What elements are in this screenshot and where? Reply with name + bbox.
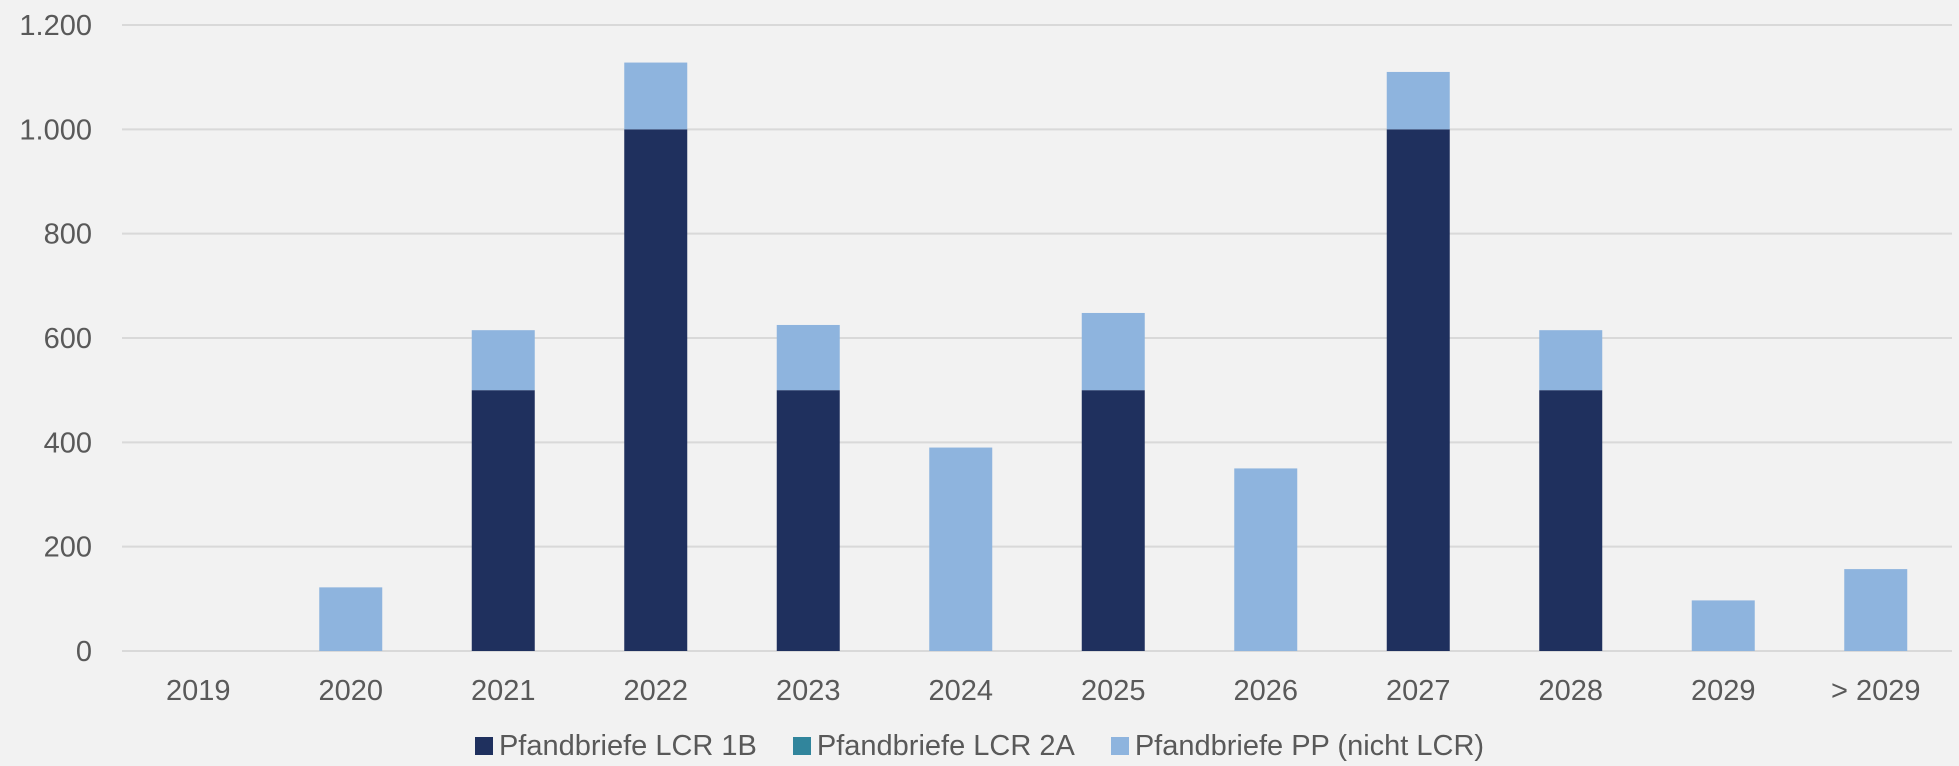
legend-swatch-lcr-2a: [792, 737, 811, 755]
legend-swatch-pp: [1110, 737, 1129, 755]
bar-segment: [1386, 129, 1450, 652]
x-tick-label: 2027: [1386, 675, 1451, 707]
x-tick-label: 2021: [471, 675, 536, 707]
y-tick-label: 0: [76, 636, 92, 668]
y-tick-label: 1.200: [19, 10, 92, 42]
legend-item-lcr-1b: Pfandbriefe LCR 1B: [474, 729, 757, 763]
x-tick-label: 2022: [623, 675, 688, 707]
bar-segment: [1844, 569, 1908, 651]
stacked-bar-chart: 0 200 400 600 800 1.000 1.200 2019 2020 2021 2022 2…: [19, 10, 1952, 707]
x-tick-label: 2026: [1233, 675, 1298, 707]
legend-item-pp: Pfandbriefe PP (nicht LCR): [1110, 729, 1485, 763]
x-tick-label: 2025: [1081, 675, 1146, 707]
y-tick-label: 800: [44, 219, 92, 251]
legend-label-lcr-2a: Pfandbriefe LCR 2A: [816, 729, 1075, 762]
bar-segment: [624, 62, 688, 130]
bar-segment: [1081, 390, 1145, 651]
x-tick-label: 2019: [166, 675, 231, 707]
y-tick-label: 200: [44, 532, 92, 564]
legend-swatch-lcr-1b: [474, 737, 493, 755]
x-tick-label: 2023: [776, 675, 841, 707]
x-tick-label: > 2029: [1831, 675, 1921, 707]
y-tick-label: 1.000: [19, 114, 92, 146]
x-tick-label: 2028: [1538, 675, 1603, 707]
x-tick-label: 2024: [928, 675, 993, 707]
bar-segment: [1539, 390, 1603, 651]
legend-label-lcr-1b: Pfandbriefe LCR 1B: [498, 729, 757, 762]
bar-segment: [471, 330, 535, 391]
bar-segment: [929, 447, 993, 651]
bar-segment: [776, 390, 840, 651]
y-tick-label: 600: [44, 323, 92, 355]
y-tick-label: 400: [44, 427, 92, 459]
x-tick-label: 2020: [318, 675, 383, 707]
bar-segment: [1539, 330, 1603, 391]
legend-label-pp: Pfandbriefe PP (nicht LCR): [1134, 729, 1485, 762]
bar-segment: [471, 390, 535, 651]
bar-segment: [776, 324, 840, 391]
bar-segment: [624, 129, 688, 652]
bar-segment: [1081, 312, 1145, 391]
legend: Pfandbriefe LCR 1B Pfandbriefe LCR 2A Pf…: [0, 726, 1959, 766]
x-tick-label: 2029: [1691, 675, 1756, 707]
legend-item-lcr-2a: Pfandbriefe LCR 2A: [792, 729, 1075, 763]
bar-segment: [1386, 71, 1450, 130]
bar-segment: [1234, 468, 1298, 651]
bar-segment: [319, 587, 383, 651]
bar-segment: [1691, 600, 1755, 651]
